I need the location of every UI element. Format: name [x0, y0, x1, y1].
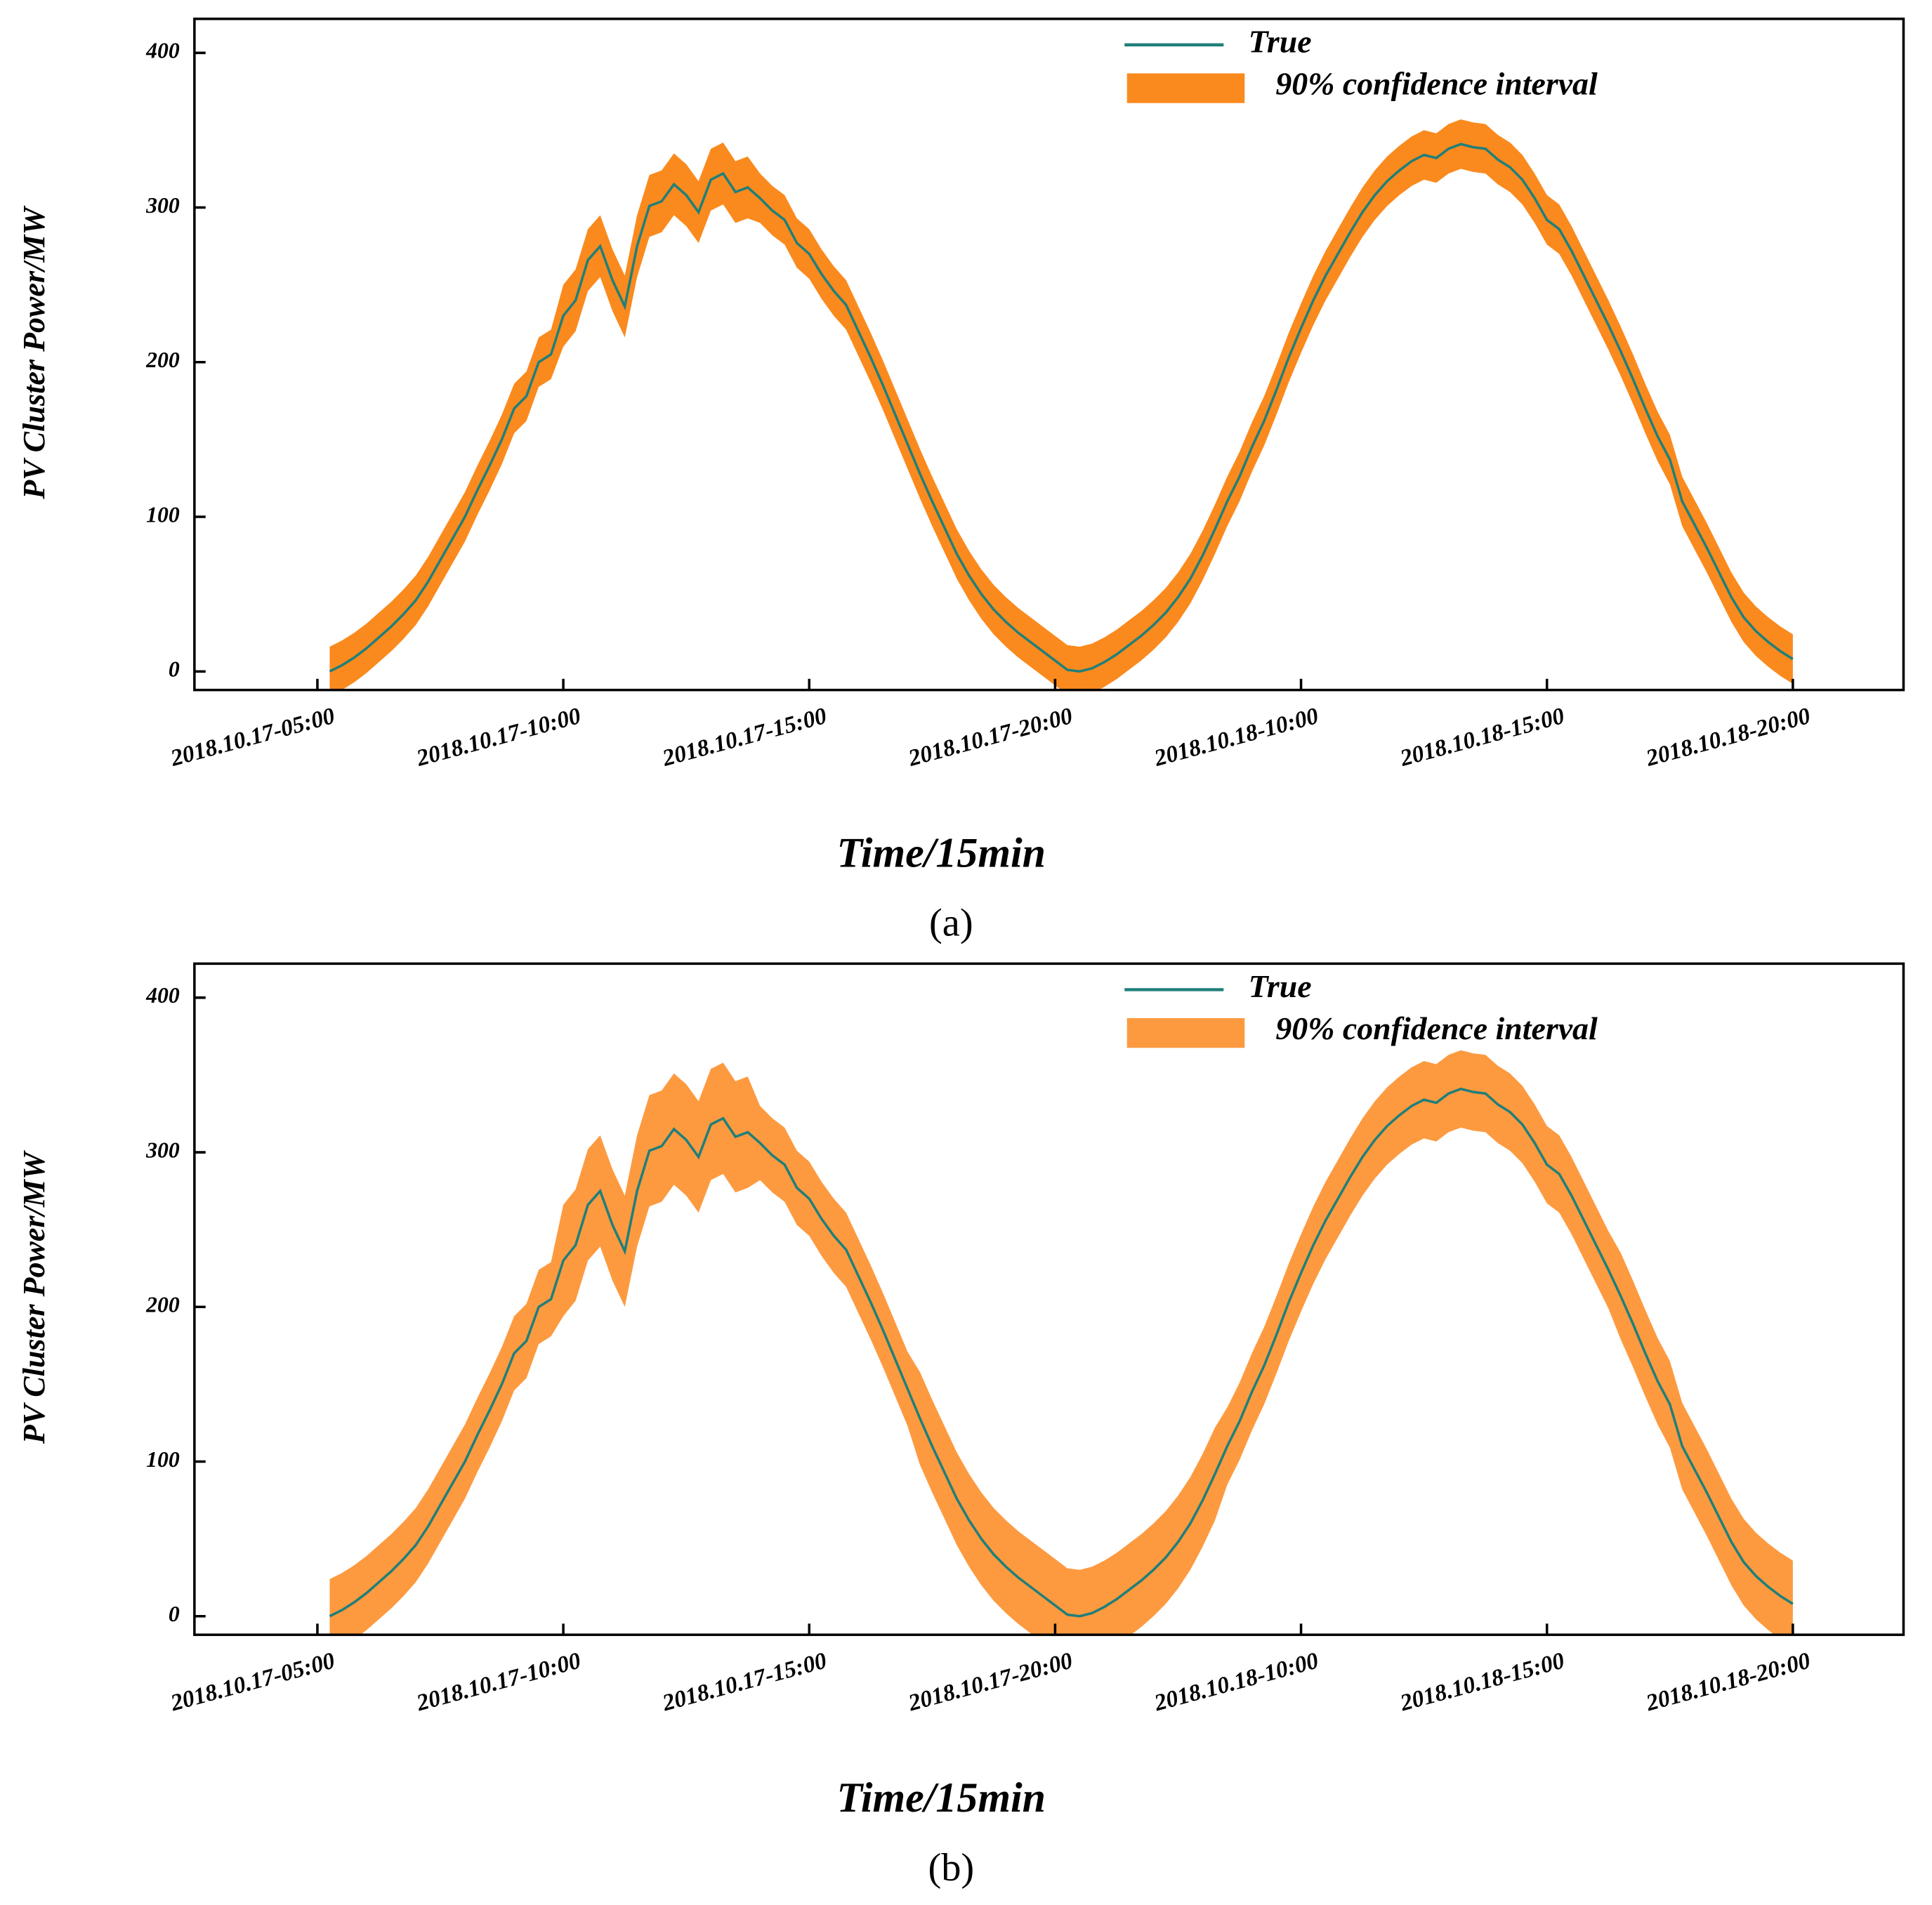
- legend-label: True: [1249, 23, 1312, 59]
- x-tick-label: 2018.10.18-10:00: [1151, 1647, 1322, 1716]
- y-tick-label: 100: [146, 502, 180, 527]
- legend-label: 90% confidence interval: [1275, 65, 1598, 101]
- x-tick-label: 2018.10.17-15:00: [659, 703, 830, 772]
- x-tick-label: 2018.10.17-05:00: [167, 1647, 338, 1716]
- x-tick-label: 2018.10.18-15:00: [1397, 1647, 1568, 1716]
- y-axis-label: PV Cluster Power/MW: [17, 205, 51, 499]
- x-tick-label: 2018.10.18-20:00: [1643, 703, 1813, 772]
- legend-swatch: [1126, 73, 1245, 103]
- legend-label: True: [1249, 968, 1312, 1004]
- legend-swatch: [1126, 1017, 1245, 1048]
- x-tick-label: 2018.10.18-10:00: [1151, 703, 1322, 772]
- x-tick-label: 2018.10.17-05:00: [167, 703, 338, 772]
- panel: 0 100 200 300 400 2018.10.17-05:00 2018.10.17-…: [17, 18, 1905, 944]
- y-tick-label: 100: [146, 1447, 180, 1472]
- y-tick-label: 0: [169, 1602, 180, 1626]
- x-tick-label: 2018.10.17-10:00: [413, 703, 584, 772]
- plot-frame: [193, 18, 1905, 692]
- x-tick-label: 2018.10.18-20:00: [1643, 1647, 1813, 1716]
- panel: 0 100 200 300 400 2018.10.17-05:00 2018.10.17-…: [17, 962, 1905, 1890]
- true-line: [329, 143, 1794, 673]
- y-tick-label: 0: [169, 657, 180, 681]
- y-tick-label: 400: [145, 983, 180, 1008]
- plot-area: [329, 119, 1794, 690]
- true-line: [329, 1087, 1794, 1618]
- x-axis-label: Time/15min: [836, 1774, 1045, 1821]
- x-axis-label: Time/15min: [836, 829, 1045, 876]
- legend-label: 90% confidence interval: [1275, 1010, 1598, 1046]
- confidence-band: [329, 1050, 1793, 1635]
- y-axis-label: PV Cluster Power/MW: [17, 1150, 51, 1444]
- x-tick-label: 2018.10.17-15:00: [659, 1647, 830, 1716]
- x-tick-label: 2018.10.17-20:00: [905, 703, 1076, 772]
- x-tick-label: 2018.10.18-15:00: [1397, 703, 1568, 772]
- y-tick-label: 200: [145, 1293, 180, 1317]
- caption: (a): [929, 901, 973, 944]
- y-tick-label: 300: [145, 193, 180, 218]
- x-tick-label: 2018.10.17-20:00: [905, 1647, 1076, 1716]
- y-tick-label: 300: [145, 1138, 180, 1162]
- plot-frame: [193, 962, 1905, 1636]
- x-tick-label: 2018.10.17-10:00: [413, 1647, 584, 1716]
- y-tick-label: 400: [145, 39, 180, 63]
- plot-area: [329, 1050, 1794, 1635]
- confidence-band: [329, 119, 1793, 690]
- y-tick-label: 200: [145, 348, 180, 372]
- caption: (b): [928, 1846, 974, 1890]
